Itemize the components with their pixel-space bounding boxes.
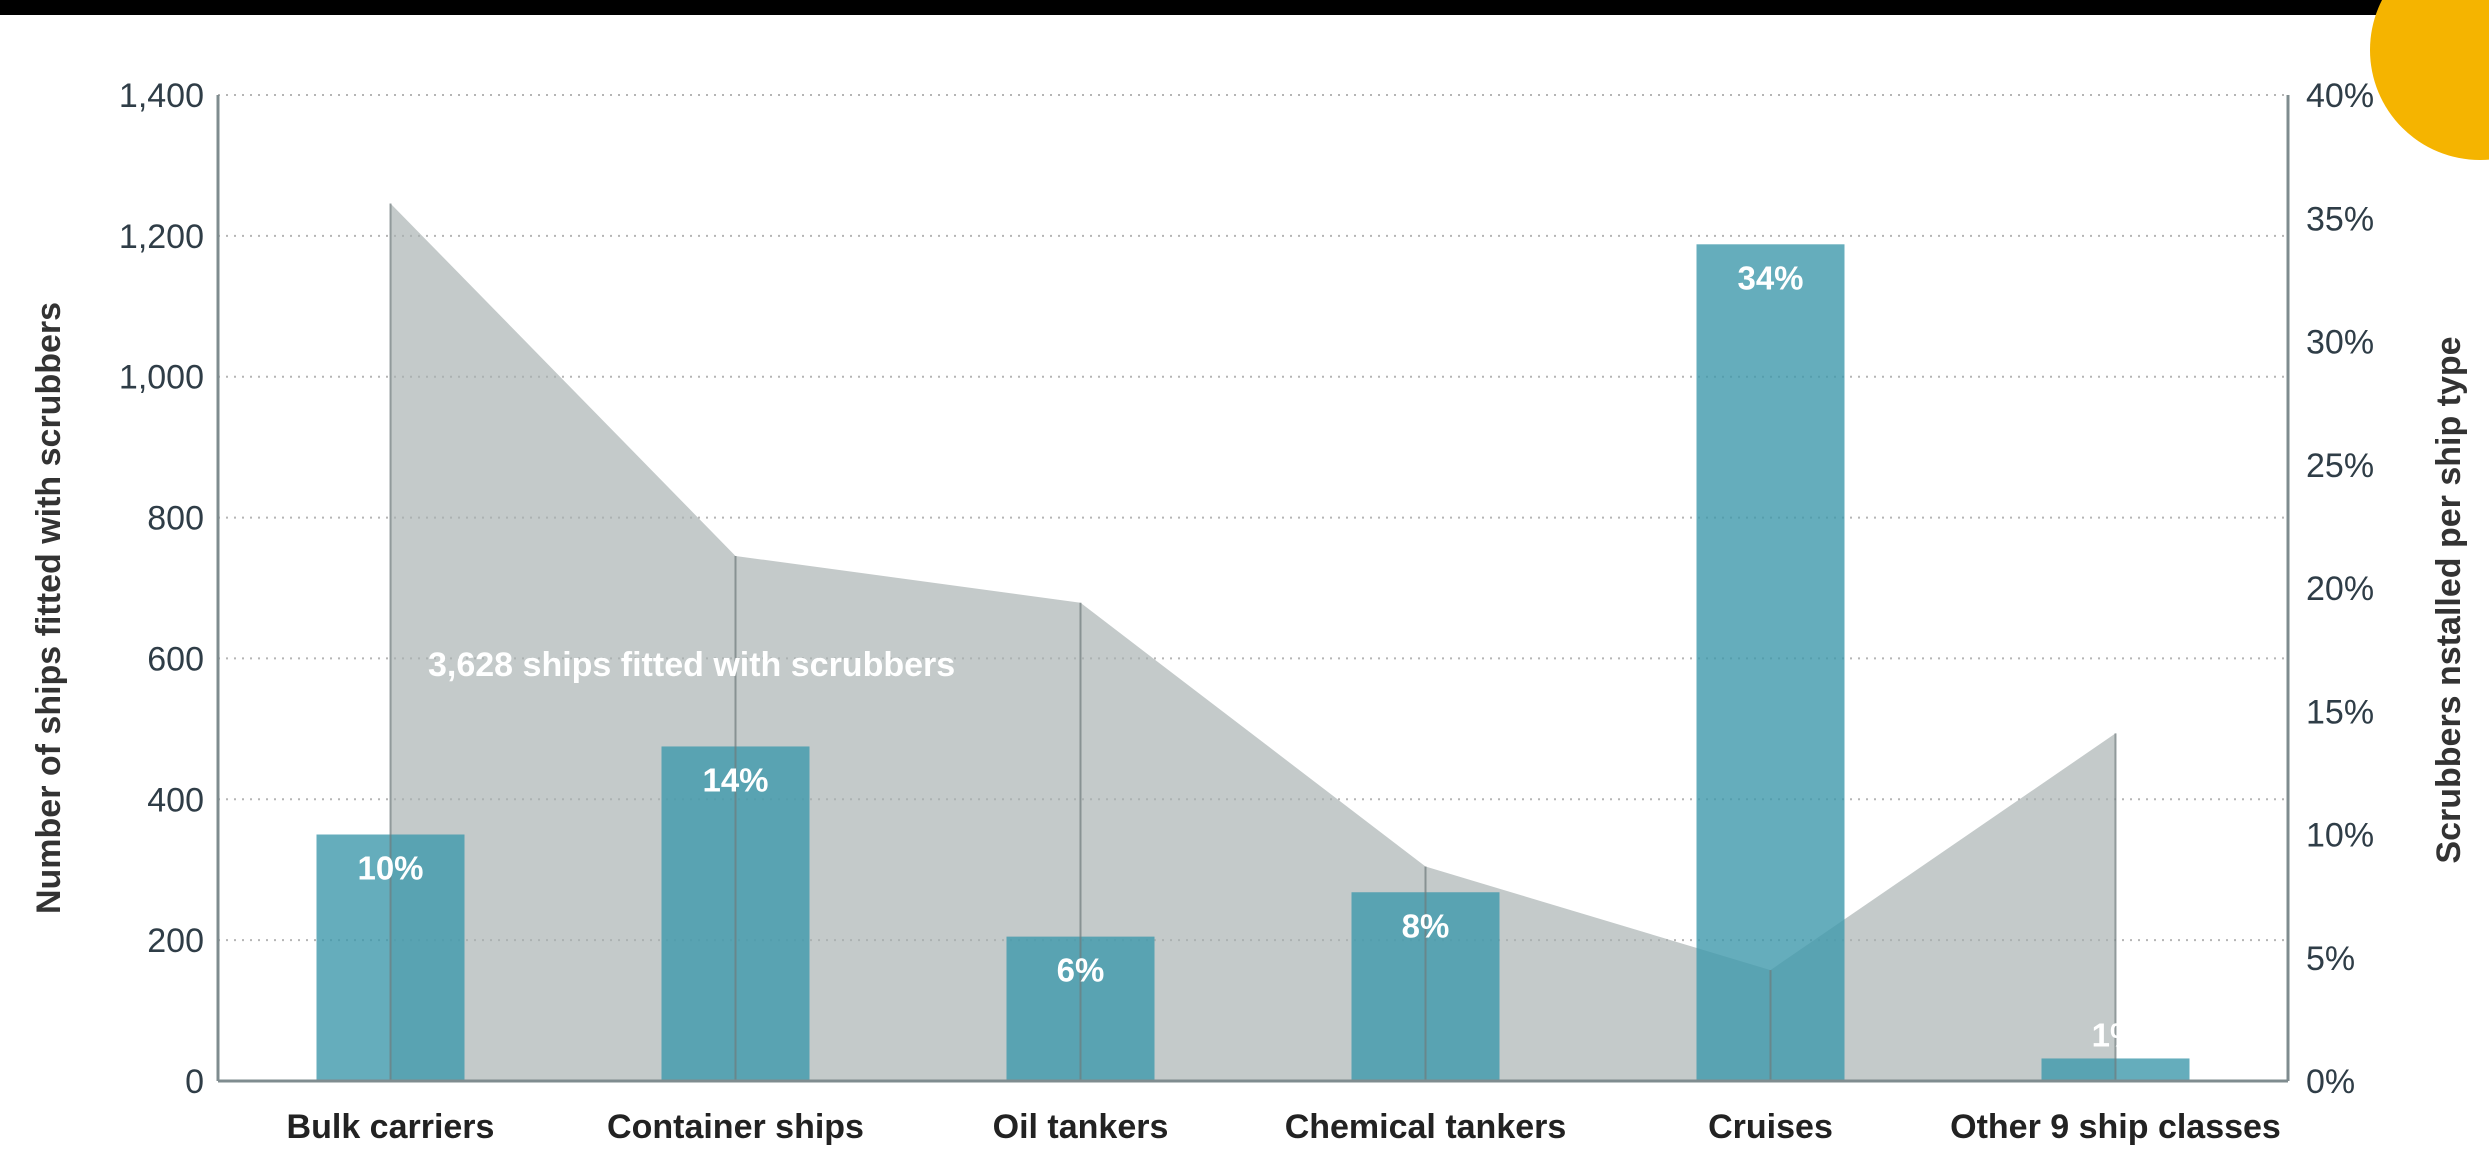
bar-percentage-label: 8% bbox=[1402, 907, 1450, 944]
right-tick-label: 30% bbox=[2306, 324, 2374, 362]
left-tick-label: 1,200 bbox=[119, 218, 204, 256]
bar-percentage-label: 34% bbox=[1737, 259, 1803, 296]
top-border bbox=[0, 0, 2489, 15]
right-tick-label: 10% bbox=[2306, 817, 2374, 855]
category-label: Chemical tankers bbox=[1285, 1108, 1567, 1146]
left-tick-label: 800 bbox=[147, 500, 204, 538]
right-tick-label: 40% bbox=[2306, 77, 2374, 115]
category-label: Other 9 ship classes bbox=[1950, 1108, 2281, 1146]
right-tick-label: 0% bbox=[2306, 1063, 2355, 1101]
left-tick-label: 0 bbox=[185, 1063, 204, 1101]
left-axis-title: Number of ships fitted with scrubbers bbox=[30, 302, 68, 914]
left-tick-label: 1,400 bbox=[119, 77, 204, 115]
left-tick-label: 1,000 bbox=[119, 359, 204, 397]
right-axis-title: Scrubbers nstalled per ship type bbox=[2430, 336, 2468, 863]
total-ships-annotation: 3,628 ships fitted with scrubbers bbox=[428, 646, 955, 684]
bar-percentage-label: 10% bbox=[357, 850, 423, 887]
bar-percentage-label: 6% bbox=[1057, 952, 1105, 989]
right-tick-label: 35% bbox=[2306, 200, 2374, 238]
left-tick-label: 600 bbox=[147, 640, 204, 678]
right-tick-label: 15% bbox=[2306, 693, 2374, 731]
bar-percentage-label: 1% bbox=[2092, 1016, 2140, 1053]
bar-cruises bbox=[1696, 244, 1845, 1081]
right-tick-label: 25% bbox=[2306, 447, 2374, 485]
category-label: Cruises bbox=[1708, 1108, 1833, 1146]
category-label: Bulk carriers bbox=[287, 1108, 495, 1146]
area-share-per-ship-type bbox=[390, 203, 2116, 1081]
right-tick-label: 5% bbox=[2306, 940, 2355, 978]
right-tick-label: 20% bbox=[2306, 570, 2374, 608]
bar-percentage-label: 14% bbox=[702, 761, 768, 798]
percentage-area bbox=[390, 203, 2116, 1081]
axes bbox=[216, 95, 2290, 1083]
category-label: Container ships bbox=[607, 1108, 864, 1146]
left-tick-label: 400 bbox=[147, 781, 204, 819]
area-droplines bbox=[389, 203, 2117, 1081]
labels: 0 200 400 600 800 1,000 1,200 1,400 0% 5% 10% 15% 20… bbox=[119, 77, 2374, 1146]
category-label: Oil tankers bbox=[993, 1108, 1169, 1146]
left-tick-label: 200 bbox=[147, 922, 204, 960]
